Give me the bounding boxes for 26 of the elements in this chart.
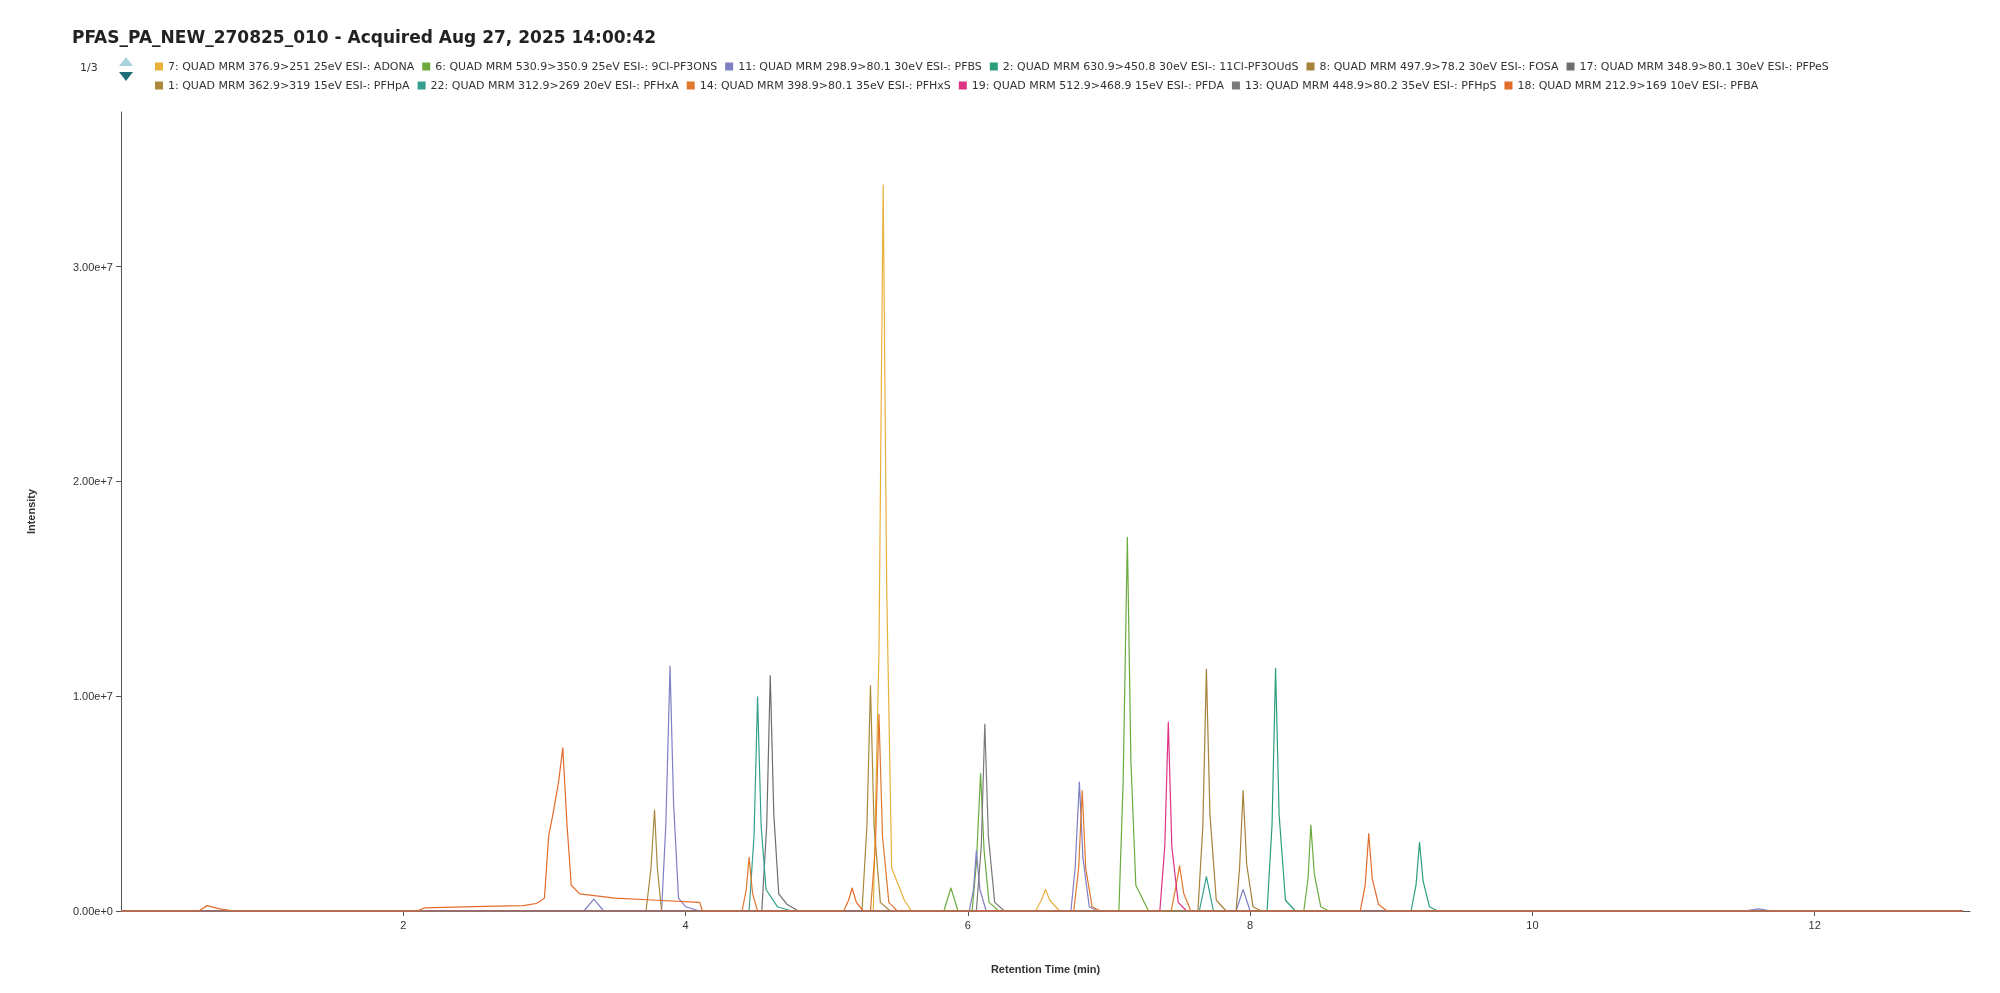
y-tick-label: 0.00e+0	[72, 905, 113, 917]
x-tick-label: 2	[400, 918, 407, 931]
legend-label: 13: QUAD MRM 448.9>80.2 35eV ESI-: PFHpS	[1244, 79, 1497, 92]
legend-label: 19: QUAD MRM 512.9>468.9 15eV ESI-: PFDA	[971, 79, 1225, 92]
x-axis-title: Retention Time (min)	[990, 962, 1101, 975]
legend-label: 22: QUAD MRM 312.9>269 20eV ESI-: PFHxA	[430, 79, 680, 92]
legend-label: 11: QUAD MRM 298.9>80.1 30eV ESI-: PFBS	[738, 60, 982, 73]
text: 1/3	[80, 61, 98, 74]
y-tick-label: 1.00e+7	[72, 690, 113, 703]
x-tick-label: 12	[1808, 918, 1821, 931]
legend-label: 6: QUAD MRM 530.9>350.9 25eV ESI-: 9Cl-PF3ONS	[435, 60, 718, 73]
x-tick-label: 10	[1526, 918, 1539, 931]
legend-label: 8: QUAD MRM 497.9>78.2 30eV ESI-: FOSA	[1319, 60, 1560, 73]
y-tick-label: 3.00e+7	[72, 260, 113, 273]
legend-label: 1: QUAD MRM 362.9>319 15eV ESI-: PFHpA	[168, 79, 411, 92]
chart-title: PFAS_PA_NEW_270825_010 - Acquired Aug 27, 2025 14:00:42	[72, 26, 657, 47]
x-tick-label: 4	[682, 918, 689, 931]
legend-label: 2: QUAD MRM 630.9>450.8 30eV ESI-: 11Cl-PF3OUdS	[1002, 60, 1299, 73]
x-tick-label: 8	[1247, 918, 1254, 931]
y-axis-title: Intensity	[24, 488, 37, 535]
legend-label: 18: QUAD MRM 212.9>169 10eV ESI-: PFBA	[1517, 79, 1759, 92]
x-tick-label: 6	[964, 918, 971, 931]
y-tick-label: 2.00e+7	[72, 475, 113, 488]
legend-label: 7: QUAD MRM 376.9>251 25eV ESI-: ADONA	[168, 60, 415, 73]
legend-label: 14: QUAD MRM 398.9>80.1 35eV ESI-: PFHxS	[699, 79, 951, 92]
legend-label: 17: QUAD MRM 348.9>80.1 30eV ESI-: PFPeS	[1579, 60, 1829, 73]
